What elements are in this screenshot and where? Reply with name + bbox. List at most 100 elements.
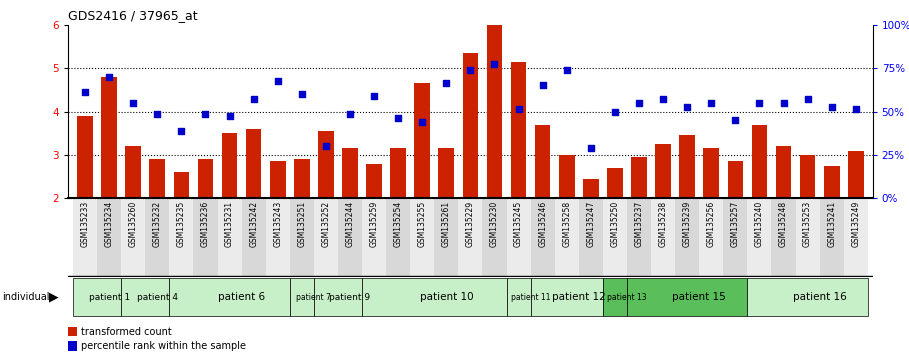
Text: GSM135258: GSM135258: [563, 201, 571, 247]
Point: [584, 145, 598, 151]
Bar: [68, 341, 77, 351]
Text: GSM135239: GSM135239: [683, 201, 692, 247]
Bar: [149, 159, 165, 198]
Text: percentile rank within the sample: percentile rank within the sample: [81, 341, 246, 351]
Text: patient 1: patient 1: [88, 293, 130, 302]
Text: patient 4: patient 4: [136, 293, 178, 302]
Bar: [338, 198, 362, 276]
Bar: [820, 198, 844, 276]
Text: GSM135250: GSM135250: [611, 201, 619, 247]
Bar: [506, 278, 531, 316]
Bar: [245, 129, 262, 198]
Bar: [270, 161, 285, 198]
Text: GSM135248: GSM135248: [779, 201, 788, 247]
Text: GSM135252: GSM135252: [322, 201, 330, 247]
Bar: [800, 155, 815, 198]
Bar: [747, 278, 868, 316]
Bar: [795, 198, 820, 276]
Bar: [655, 144, 671, 198]
Text: GSM135231: GSM135231: [225, 201, 234, 247]
Point: [535, 82, 550, 88]
Bar: [97, 198, 121, 276]
Text: patient 6: patient 6: [218, 292, 265, 302]
Bar: [435, 198, 458, 276]
Text: GSM135255: GSM135255: [418, 201, 426, 247]
Text: patient 9: patient 9: [329, 293, 371, 302]
Text: GSM135232: GSM135232: [153, 201, 162, 247]
Point: [295, 91, 309, 97]
Bar: [724, 198, 747, 276]
Point: [800, 96, 814, 101]
Text: GSM135241: GSM135241: [827, 201, 836, 247]
Bar: [366, 164, 382, 198]
Text: GSM135256: GSM135256: [707, 201, 715, 247]
Bar: [73, 278, 121, 316]
Text: patient 16: patient 16: [793, 292, 846, 302]
Bar: [511, 62, 526, 198]
Point: [78, 89, 93, 95]
Bar: [174, 172, 189, 198]
Text: patient 12: patient 12: [552, 292, 605, 302]
Bar: [583, 179, 599, 198]
Bar: [727, 161, 744, 198]
Point: [439, 80, 454, 86]
Point: [198, 111, 213, 116]
Bar: [101, 77, 117, 198]
Bar: [747, 198, 772, 276]
Bar: [506, 198, 531, 276]
Bar: [169, 278, 290, 316]
Bar: [77, 116, 93, 198]
Text: GSM135246: GSM135246: [538, 201, 547, 247]
Bar: [531, 278, 603, 316]
Text: GSM135233: GSM135233: [81, 201, 89, 247]
Bar: [125, 146, 141, 198]
Bar: [410, 198, 435, 276]
Point: [655, 96, 670, 101]
Bar: [169, 198, 194, 276]
Text: GSM135229: GSM135229: [466, 201, 474, 247]
Text: GSM135259: GSM135259: [370, 201, 378, 247]
Text: patient 10: patient 10: [420, 292, 473, 302]
Bar: [314, 198, 338, 276]
Text: GSM135230: GSM135230: [490, 201, 499, 247]
Text: GSM135244: GSM135244: [345, 201, 355, 247]
Bar: [651, 198, 675, 276]
Bar: [222, 133, 237, 198]
Point: [102, 74, 116, 80]
Bar: [848, 150, 864, 198]
Bar: [415, 83, 430, 198]
Bar: [775, 146, 792, 198]
Point: [607, 109, 622, 114]
Text: GSM135237: GSM135237: [634, 201, 644, 247]
Bar: [579, 198, 603, 276]
Bar: [699, 198, 724, 276]
Bar: [627, 278, 747, 316]
Bar: [197, 159, 214, 198]
Text: GSM135261: GSM135261: [442, 201, 451, 247]
Point: [487, 61, 502, 67]
Bar: [752, 125, 767, 198]
Text: GSM135257: GSM135257: [731, 201, 740, 247]
Point: [680, 104, 694, 110]
Point: [150, 111, 165, 116]
Point: [391, 115, 405, 121]
Bar: [145, 198, 169, 276]
Point: [776, 100, 791, 105]
Bar: [390, 148, 406, 198]
Point: [126, 100, 141, 105]
Text: GSM135251: GSM135251: [297, 201, 306, 247]
Text: GSM135260: GSM135260: [129, 201, 137, 247]
Bar: [675, 198, 699, 276]
Bar: [603, 278, 627, 316]
Text: patient 11: patient 11: [511, 293, 550, 302]
Bar: [362, 278, 506, 316]
Point: [824, 104, 839, 110]
Bar: [290, 278, 314, 316]
Point: [367, 93, 382, 99]
Bar: [314, 278, 362, 316]
Text: individual: individual: [2, 292, 49, 302]
Text: GSM135243: GSM135243: [274, 201, 282, 247]
Text: GSM135236: GSM135236: [201, 201, 210, 247]
Point: [175, 128, 189, 134]
Bar: [559, 155, 574, 198]
